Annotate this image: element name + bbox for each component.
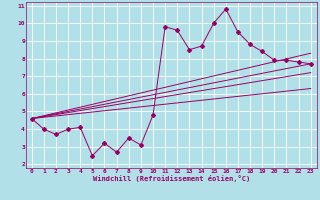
X-axis label: Windchill (Refroidissement éolien,°C): Windchill (Refroidissement éolien,°C) — [92, 175, 250, 182]
